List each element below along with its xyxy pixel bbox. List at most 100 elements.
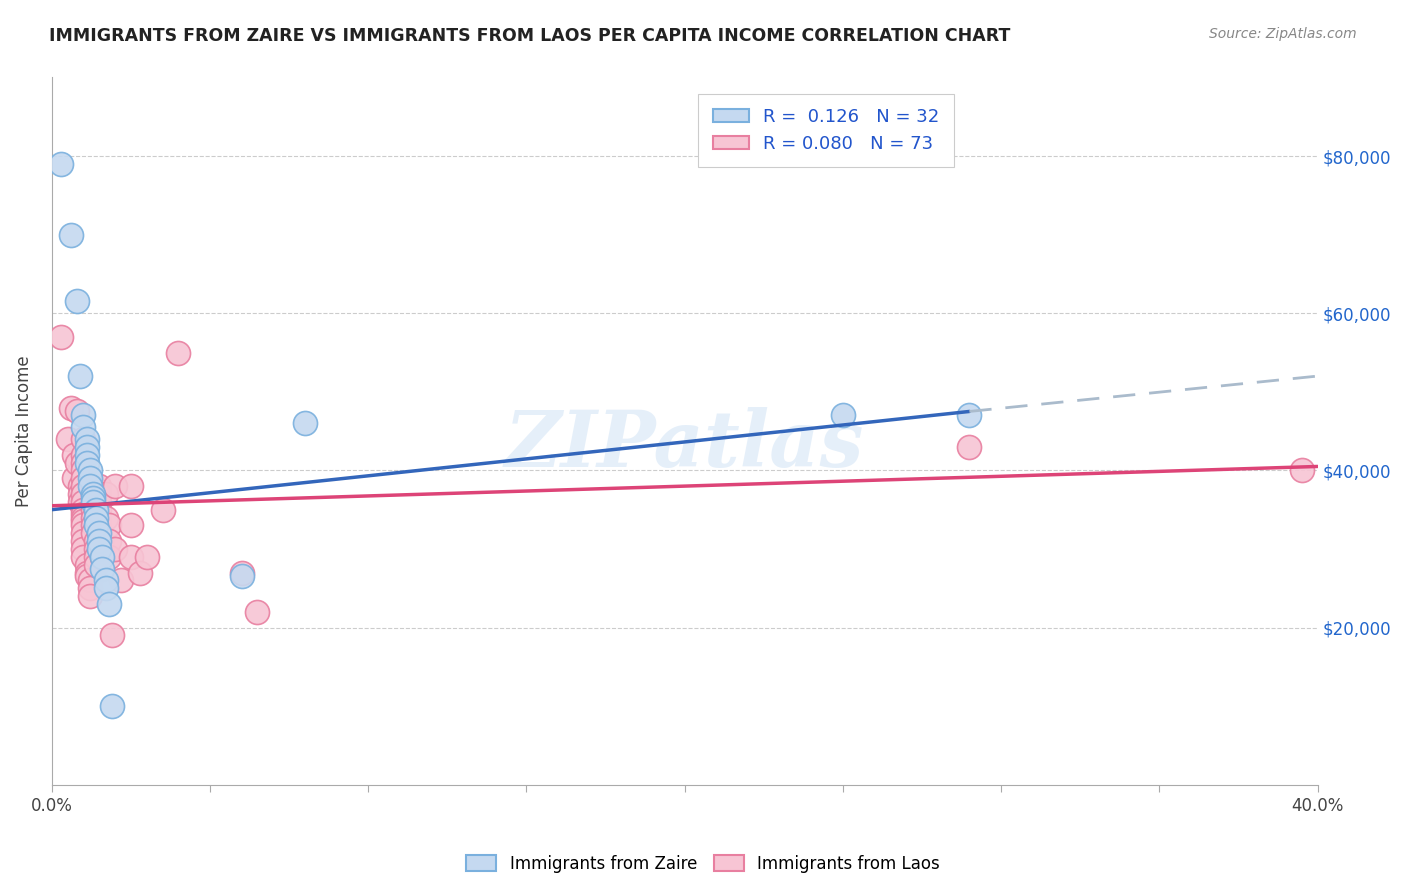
Point [89,510,111,524]
Point [82,491,104,505]
Point [120,479,142,493]
Point [84,534,107,549]
Point [69,479,91,493]
Point [79,463,101,477]
Point [72,549,94,564]
Point [89,502,111,516]
Point [104,541,127,556]
Point [66,294,89,309]
Point [84,558,107,572]
Point [89,487,111,501]
Point [91,549,114,564]
Legend: Immigrants from Zaire, Immigrants from Laos: Immigrants from Zaire, Immigrants from L… [460,848,946,880]
Point [72,507,94,521]
Point [97,518,120,533]
Point [94,574,117,588]
Point [72,463,94,477]
Point [246,605,269,619]
Point [84,549,107,564]
Point [82,479,104,493]
Point [72,526,94,541]
Point [84,510,107,524]
Point [56,432,79,446]
Point [120,518,142,533]
Point [76,456,98,470]
Point [72,471,94,485]
Point [135,549,157,564]
Point [104,479,127,493]
Point [51,330,73,344]
Point [72,515,94,529]
Point [89,518,111,533]
Point [294,416,316,430]
Point [79,574,101,588]
Point [91,549,114,564]
Point [72,487,94,501]
Point [76,569,98,583]
Point [76,440,98,454]
Point [82,502,104,516]
Point [129,566,152,580]
Point [97,597,120,611]
Point [82,518,104,533]
Text: ZIPatlas: ZIPatlas [505,407,865,483]
Point [101,628,124,642]
Point [152,502,174,516]
Point [110,574,132,588]
Point [94,510,117,524]
Point [82,487,104,501]
Point [97,549,120,564]
Point [72,495,94,509]
Point [51,157,73,171]
Legend: R =  0.126   N = 32, R = 0.080   N = 73: R = 0.126 N = 32, R = 0.080 N = 73 [699,94,955,168]
Point [91,561,114,575]
Point [79,589,101,603]
Point [72,479,94,493]
Point [72,502,94,516]
Point [84,541,107,556]
Point [94,487,117,501]
Point [82,495,104,509]
Point [72,534,94,549]
Point [72,541,94,556]
Point [94,582,117,596]
Point [79,479,101,493]
Point [76,432,98,446]
Point [82,526,104,541]
Point [82,510,104,524]
Point [66,404,89,418]
Point [72,420,94,434]
Point [84,502,107,516]
Point [72,432,94,446]
Point [89,479,111,493]
Point [79,582,101,596]
Y-axis label: Per Capita Income: Per Capita Income [15,355,32,507]
Point [91,534,114,549]
Point [72,409,94,423]
Point [63,471,86,485]
Point [957,440,980,454]
Point [89,495,111,509]
Point [89,526,111,541]
Text: IMMIGRANTS FROM ZAIRE VS IMMIGRANTS FROM LAOS PER CAPITA INCOME CORRELATION CHAR: IMMIGRANTS FROM ZAIRE VS IMMIGRANTS FROM… [49,27,1011,45]
Point [69,369,91,384]
Point [231,566,253,580]
Point [831,409,853,423]
Point [957,409,980,423]
Point [66,456,89,470]
Text: Source: ZipAtlas.com: Source: ZipAtlas.com [1209,27,1357,41]
Point [101,699,124,714]
Point [120,549,142,564]
Point [1291,463,1313,477]
Point [69,487,91,501]
Point [72,518,94,533]
Point [76,558,98,572]
Point [59,227,82,242]
Point [89,526,111,541]
Point [97,534,120,549]
Point [167,345,190,359]
Point [76,448,98,462]
Point [91,541,114,556]
Point [82,487,104,501]
Point [69,495,91,509]
